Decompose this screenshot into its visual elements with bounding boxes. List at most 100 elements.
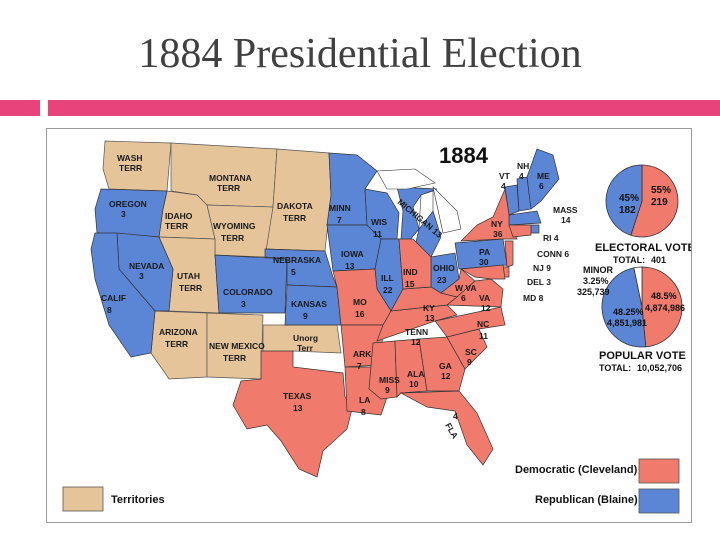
label-minn-ev: 7 bbox=[337, 215, 342, 225]
region-mississippi bbox=[368, 340, 398, 400]
label-pa-ev: 30 bbox=[479, 257, 489, 267]
label-miss: MISS bbox=[379, 375, 400, 385]
label-wyoming-terr: TERR bbox=[221, 233, 244, 243]
label-calif: CALIF bbox=[101, 293, 126, 303]
label-va-ev: 12 bbox=[481, 303, 491, 313]
label-md: MD 8 bbox=[523, 293, 544, 303]
label-tenn-ev: 12 bbox=[411, 337, 421, 347]
label-wyoming: WYOMING bbox=[213, 221, 256, 231]
label-ind: IND bbox=[403, 267, 418, 277]
region-texas bbox=[232, 350, 354, 478]
label-nh: NH bbox=[517, 161, 529, 171]
label-nebraska: NEBRASKA bbox=[273, 255, 321, 265]
electoral-rep-votes: 182 bbox=[619, 205, 636, 216]
electoral-democratic-slice bbox=[630, 164, 679, 238]
label-oregon: OREGON bbox=[109, 199, 147, 209]
great-lakes bbox=[376, 168, 462, 234]
democratic-shapes bbox=[232, 187, 532, 478]
region-colorado bbox=[214, 254, 288, 314]
label-ny-ev: 36 bbox=[493, 229, 503, 239]
label-la-ev: 8 bbox=[361, 407, 366, 417]
label-montana-terr: TERR bbox=[217, 183, 240, 193]
label-unorg-terr: Terr bbox=[297, 343, 314, 353]
popular-rep-pct: 48.25% bbox=[613, 307, 644, 317]
region-ri bbox=[530, 224, 540, 234]
label-miss-ev: 9 bbox=[385, 385, 390, 395]
label-mass: MASS bbox=[553, 205, 578, 215]
label-arizona-terr: TERR bbox=[165, 339, 188, 349]
label-ark: ARK bbox=[353, 349, 372, 359]
region-wyoming-terr bbox=[206, 204, 274, 258]
label-ohio-ev: 23 bbox=[437, 275, 447, 285]
label-nc-ev: 11 bbox=[479, 331, 488, 341]
popular-total-label: TOTAL: bbox=[599, 363, 631, 373]
label-colorado: COLORADO bbox=[223, 287, 273, 297]
popular-democratic-slice bbox=[641, 266, 683, 348]
region-florida bbox=[399, 390, 494, 466]
label-idaho: IDAHO bbox=[165, 211, 193, 221]
label-mo-ev: 16 bbox=[355, 309, 365, 319]
label-ind-ev: 15 bbox=[405, 279, 415, 289]
label-dakota: DAKOTA bbox=[277, 201, 313, 211]
label-texas: TEXAS bbox=[283, 391, 312, 401]
electoral-dem-pct: 55% bbox=[651, 185, 671, 196]
label-va: VA bbox=[479, 293, 490, 303]
label-kansas-ev: 9 bbox=[303, 311, 308, 321]
label-colorado-ev: 3 bbox=[241, 299, 246, 309]
popular-minor-slice bbox=[633, 266, 643, 308]
label-unorg: Unorg bbox=[293, 333, 318, 343]
region-nc bbox=[434, 306, 506, 338]
label-me-ev: 6 bbox=[539, 181, 544, 191]
label-del: DEL 3 bbox=[527, 277, 551, 287]
label-idaho-terr: TERR bbox=[165, 221, 188, 231]
region-indiana bbox=[398, 238, 432, 290]
electoral-rep-pct: 45% bbox=[619, 193, 639, 204]
label-nh-ev: 4 bbox=[519, 171, 524, 181]
label-calif-ev: 8 bbox=[107, 305, 112, 315]
label-nj: NJ 9 bbox=[533, 263, 551, 273]
region-georgia bbox=[418, 336, 466, 392]
label-mo: MO bbox=[353, 297, 367, 307]
legend-republican-swatch bbox=[638, 488, 680, 514]
label-ga-ev: 12 bbox=[441, 371, 451, 381]
label-wis-ev: 11 bbox=[373, 229, 382, 239]
label-nc: NC bbox=[477, 319, 489, 329]
label-ark-ev: 7 bbox=[357, 361, 362, 371]
label-ill-ev: 22 bbox=[383, 285, 393, 295]
electoral-republican-slice bbox=[605, 164, 643, 236]
popular-dem-pct: 48.5% bbox=[651, 291, 677, 301]
label-nevada-ev: 3 bbox=[139, 271, 144, 281]
label-ri: RI 4 bbox=[543, 233, 559, 243]
label-sc: SC bbox=[465, 347, 477, 357]
legend-democratic-swatch bbox=[638, 458, 680, 484]
label-wash: WASH bbox=[117, 153, 143, 163]
map-year: 1884 bbox=[439, 143, 489, 168]
legend: Territories Democratic (Cleveland) Repub… bbox=[62, 458, 680, 514]
region-oregon bbox=[94, 188, 168, 238]
popular-vote-title: POPULAR VOTE bbox=[599, 350, 686, 362]
label-new-mexico-terr: TERR bbox=[223, 353, 246, 363]
label-tenn: TENN bbox=[405, 327, 428, 337]
region-conn bbox=[508, 224, 532, 238]
label-arizona: ARIZONA bbox=[159, 327, 198, 337]
label-iowa: IOWA bbox=[341, 249, 364, 259]
popular-dem-votes: 4,874,986 bbox=[645, 303, 685, 313]
legend-republican-label: Republican (Blaine) bbox=[535, 494, 638, 506]
label-ny: NY bbox=[491, 219, 503, 229]
label-kansas: KANSAS bbox=[291, 299, 327, 309]
label-ky: KY bbox=[423, 303, 435, 313]
electoral-total: 401 bbox=[651, 255, 666, 265]
label-fla: FLA bbox=[443, 421, 460, 440]
label-ky-ev: 13 bbox=[425, 313, 435, 323]
label-la: LA bbox=[359, 395, 370, 405]
popular-minor-label: MINOR bbox=[583, 265, 613, 275]
electoral-vote-pie: 55% 219 45% 182 ELECTORAL VOTE TOTAL: 40… bbox=[595, 164, 691, 265]
popular-minor-pct: 3.25% bbox=[583, 276, 609, 286]
label-ala: ALA bbox=[407, 369, 424, 379]
label-mass-ev: 14 bbox=[561, 215, 571, 225]
popular-rep-votes: 4,851,981 bbox=[607, 318, 647, 328]
label-wva-ev: 6 bbox=[461, 293, 466, 303]
region-alabama bbox=[394, 338, 428, 398]
popular-minor-votes: 325,739 bbox=[577, 287, 610, 297]
